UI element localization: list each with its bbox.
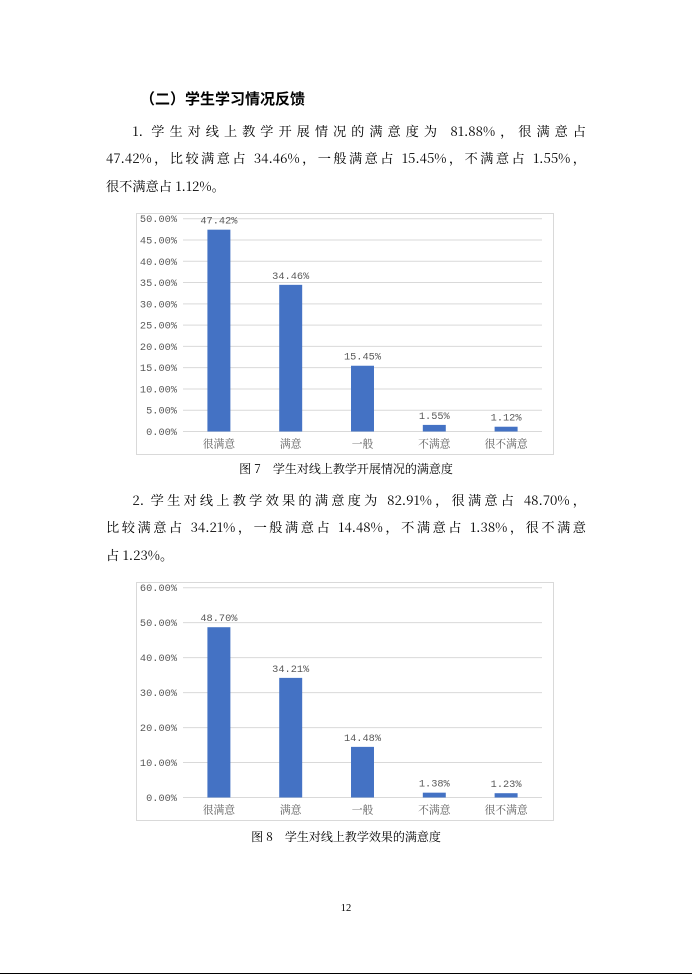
svg-text:48.70%: 48.70% xyxy=(200,613,238,625)
svg-text:0.00%: 0.00% xyxy=(146,427,178,439)
svg-text:很不满意: 很不满意 xyxy=(485,437,528,452)
svg-text:45.00%: 45.00% xyxy=(140,235,178,247)
svg-text:很满意: 很满意 xyxy=(203,437,236,452)
svg-text:20.00%: 20.00% xyxy=(140,723,178,735)
svg-text:15.45%: 15.45% xyxy=(344,352,382,364)
svg-text:15.00%: 15.00% xyxy=(140,363,178,375)
svg-text:10.00%: 10.00% xyxy=(140,758,178,770)
svg-text:1.55%: 1.55% xyxy=(419,411,451,423)
svg-text:25.00%: 25.00% xyxy=(140,321,178,333)
svg-text:40.00%: 40.00% xyxy=(140,257,178,269)
svg-text:35.00%: 35.00% xyxy=(140,278,178,290)
svg-text:60.00%: 60.00% xyxy=(140,583,178,595)
svg-text:不满意: 不满意 xyxy=(418,803,451,818)
svg-text:50.00%: 50.00% xyxy=(140,214,178,226)
svg-text:14.48%: 14.48% xyxy=(344,733,382,745)
svg-text:40.00%: 40.00% xyxy=(140,653,178,665)
svg-text:47.42%: 47.42% xyxy=(200,216,238,228)
svg-text:满意: 满意 xyxy=(280,437,302,452)
svg-text:30.00%: 30.00% xyxy=(140,688,178,700)
svg-text:34.21%: 34.21% xyxy=(272,664,310,676)
svg-text:20.00%: 20.00% xyxy=(140,342,178,354)
svg-text:5.00%: 5.00% xyxy=(146,406,178,418)
svg-text:不满意: 不满意 xyxy=(418,437,451,452)
svg-text:很不满意: 很不满意 xyxy=(485,803,528,818)
svg-text:1.12%: 1.12% xyxy=(491,413,523,425)
svg-text:满意: 满意 xyxy=(280,803,302,818)
svg-text:1.38%: 1.38% xyxy=(419,779,451,791)
svg-text:0.00%: 0.00% xyxy=(146,793,178,805)
svg-text:34.46%: 34.46% xyxy=(272,271,310,283)
svg-text:1.23%: 1.23% xyxy=(491,779,523,791)
svg-text:一般: 一般 xyxy=(352,803,374,818)
svg-text:50.00%: 50.00% xyxy=(140,618,178,630)
svg-text:一般: 一般 xyxy=(352,437,374,452)
svg-text:很满意: 很满意 xyxy=(203,803,236,818)
svg-text:10.00%: 10.00% xyxy=(140,384,178,396)
svg-text:30.00%: 30.00% xyxy=(140,299,178,311)
